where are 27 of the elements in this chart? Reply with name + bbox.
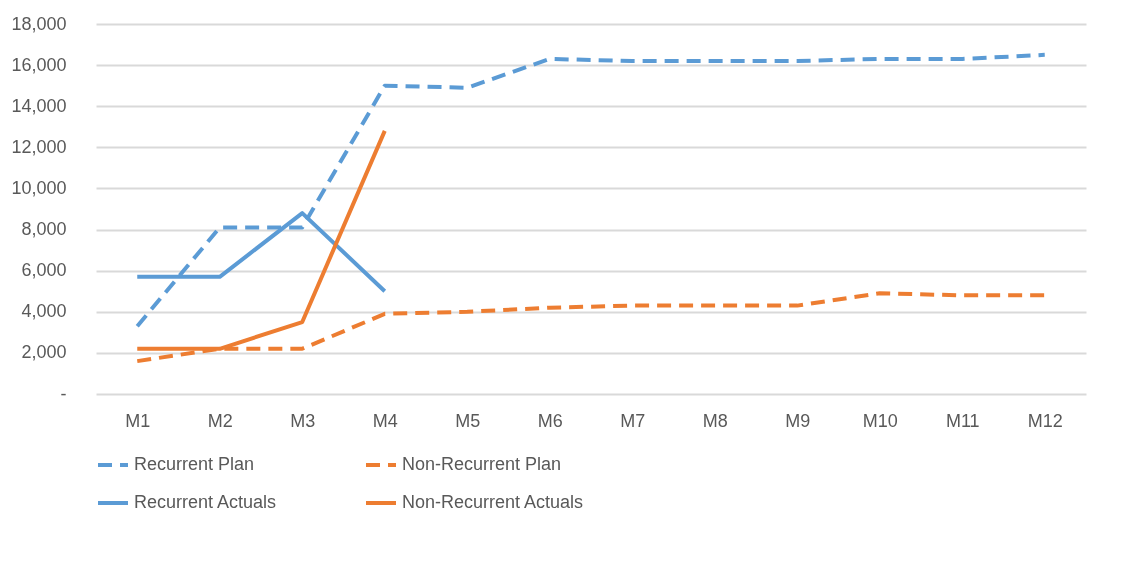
x-tick-label: M8: [702, 410, 728, 431]
x-tick-label: M6: [537, 410, 563, 431]
y-tick-label: 6,000: [21, 260, 67, 281]
y-tick-label: 4,000: [21, 301, 67, 322]
y-tick-label: 10,000: [11, 177, 67, 198]
legend-label: Recurrent Plan: [134, 454, 255, 474]
y-tick-label: 18,000: [11, 13, 67, 34]
x-tick-label: M11: [945, 410, 980, 431]
x-tick-label: M4: [372, 410, 398, 431]
y-tick-label: 8,000: [21, 219, 67, 240]
x-tick-label: M7: [620, 410, 646, 431]
y-tick-label: -: [60, 383, 67, 404]
x-tick-label: M9: [785, 410, 811, 431]
y-tick-label: 2,000: [21, 342, 67, 363]
x-tick-label: M3: [290, 410, 316, 431]
x-tick-label: M10: [862, 410, 898, 431]
y-tick-label: 12,000: [11, 136, 67, 157]
x-tick-label: M2: [207, 410, 233, 431]
x-tick-label: M1: [125, 410, 151, 431]
legend-label: Non-Recurrent Plan: [402, 454, 562, 474]
x-tick-label: M12: [1027, 410, 1063, 431]
legend-label: Non-Recurrent Actuals: [402, 492, 584, 512]
x-tick-label: M5: [455, 410, 481, 431]
line-series: [135, 52, 1047, 329]
y-tick-label: 14,000: [11, 95, 67, 116]
y-tick-label: 16,000: [11, 54, 67, 75]
legend-label: Recurrent Actuals: [134, 492, 277, 512]
